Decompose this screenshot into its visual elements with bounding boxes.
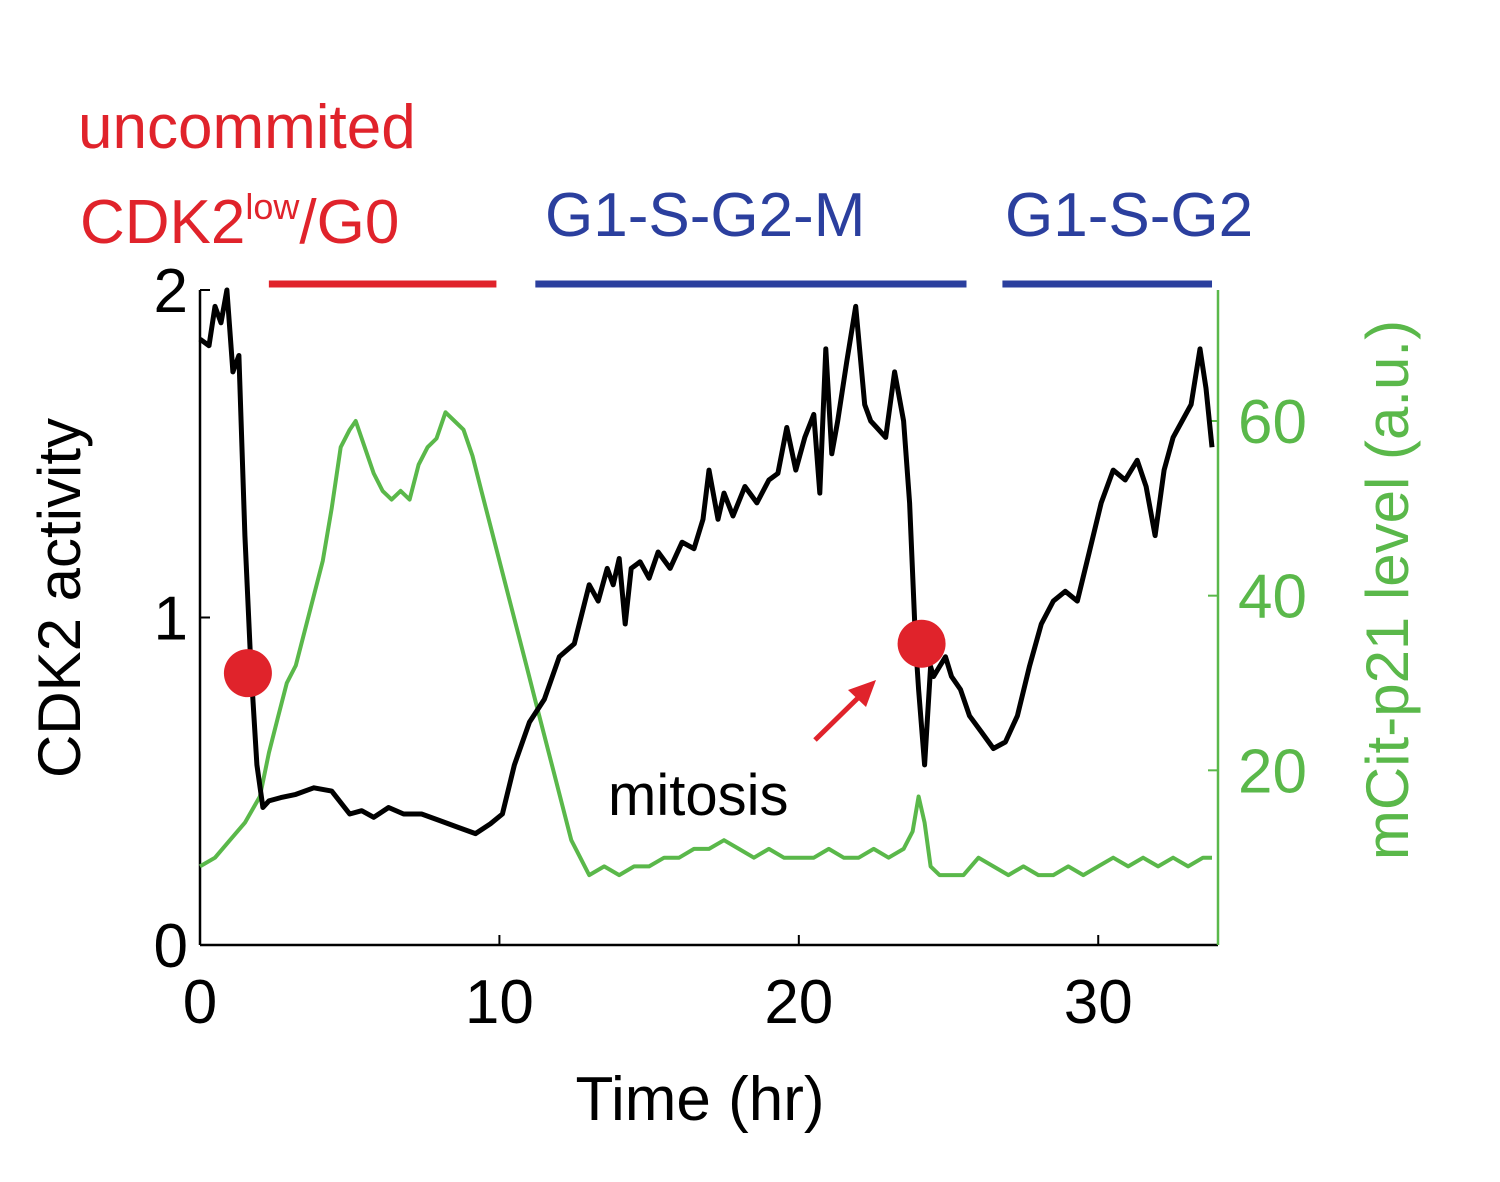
marker-dot-2 xyxy=(897,619,946,668)
phase-label-uncommitted-line2: CDK2low/G0 xyxy=(80,186,399,257)
series-mcit-p21-line xyxy=(198,410,1212,878)
mitosis-arrow xyxy=(813,680,876,742)
phase-label-g0: /G0 xyxy=(299,188,399,257)
series-cdk2-activity-line xyxy=(198,287,1215,837)
y-axis-label-right: mCit-p21 level (a.u.) xyxy=(1354,320,1421,860)
y-right-tick-label: 20 xyxy=(1238,737,1307,806)
ticks: 0 10 20 30 0 1 2 20 40 60 xyxy=(154,257,1307,1037)
y-left-tick-label: 0 xyxy=(154,912,188,981)
y-right-tick-label: 40 xyxy=(1238,563,1307,632)
phase-label-cycle1: G1-S-G2-M xyxy=(545,181,865,250)
x-tick-label: 10 xyxy=(465,968,534,1037)
phase-label-uncommitted-line1: uncommited xyxy=(78,93,416,162)
y-left-tick-label: 1 xyxy=(154,585,188,654)
marker-dot-1 xyxy=(223,649,272,698)
phase-label-cdk2: CDK2 xyxy=(80,188,245,257)
x-axis-label: Time (hr) xyxy=(575,1065,824,1134)
phase-label-cycle2: G1-S-G2 xyxy=(1005,181,1253,250)
x-tick-label: 30 xyxy=(1064,968,1133,1037)
x-tick-label: 0 xyxy=(183,968,217,1037)
mitosis-label: mitosis xyxy=(608,763,788,828)
y-left-tick-label: 2 xyxy=(154,257,188,326)
y-axis-label-left: CDK2 activity xyxy=(26,418,93,778)
markers xyxy=(223,619,946,698)
x-tick-label: 20 xyxy=(764,968,833,1037)
y-right-tick-label: 60 xyxy=(1238,388,1307,457)
phase-label-superscript: low xyxy=(245,186,300,227)
